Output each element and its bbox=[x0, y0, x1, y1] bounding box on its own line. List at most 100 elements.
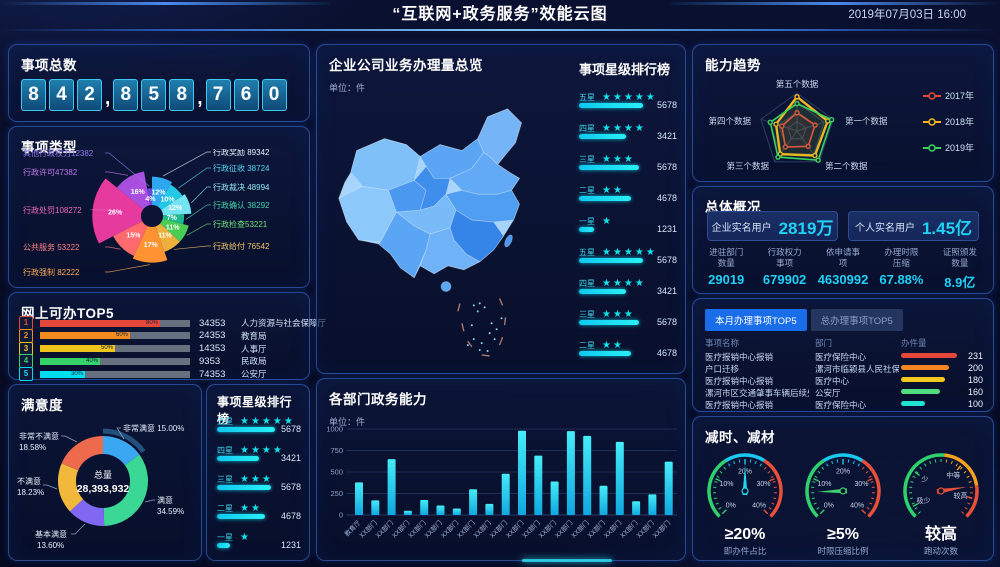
progress-fill: 30% bbox=[40, 370, 85, 378]
progress-track: 60% bbox=[40, 332, 190, 340]
radar-axis-label: 第三个数据 bbox=[726, 161, 769, 171]
cell-value: 231 bbox=[967, 351, 983, 361]
dept-bar bbox=[371, 500, 380, 515]
overview-stat: 进驻部门 数量 29019 bbox=[697, 247, 755, 291]
gauge-tick-label: 40% bbox=[752, 503, 766, 510]
cell-bar bbox=[901, 389, 940, 394]
rank-badge: 5 bbox=[19, 367, 33, 382]
star-ranking-row: 四星 ★★★★ 3421 bbox=[217, 440, 301, 466]
cell-value: 200 bbox=[967, 363, 983, 373]
donut-center-value: 28,393,932 bbox=[77, 483, 130, 495]
china-map bbox=[338, 108, 522, 357]
donut-center-label: 总量 bbox=[94, 469, 112, 480]
panel-title: 满意度 bbox=[21, 398, 63, 413]
table-row: 医疗报销中心报销 医疗保险中心 231 bbox=[705, 351, 983, 362]
star-tier-label: 三星 bbox=[579, 155, 595, 164]
dept-bar bbox=[452, 508, 461, 515]
radar-axis-label: 第四个数据 bbox=[708, 116, 751, 126]
star-icons: ★★★★ bbox=[240, 445, 284, 456]
tab-monthly-top5[interactable]: 本月办理事项TOP5 bbox=[705, 309, 807, 331]
overview-stat: 办理时限 压缩 67.88% bbox=[872, 247, 930, 291]
star-value: 3421 bbox=[280, 453, 301, 463]
star-bar bbox=[579, 320, 639, 325]
rose-slice bbox=[162, 214, 185, 225]
progress-fill: 60% bbox=[40, 332, 130, 340]
star-bar bbox=[217, 514, 265, 519]
rose-label: 行政征收 38724 bbox=[213, 163, 270, 173]
donut-label: 不满意 bbox=[17, 476, 41, 486]
y-axis-tick: 1000 bbox=[326, 425, 343, 434]
star-icons: ★★★★ bbox=[602, 123, 646, 134]
y-axis-tick: 750 bbox=[330, 446, 343, 455]
rose-slice bbox=[152, 176, 173, 207]
table-row: 户口迁移 漯河市临颍县人民社保... 200 bbox=[705, 363, 983, 374]
leader-line bbox=[71, 523, 86, 535]
panel-online-top5: 网上可办TOP5 1 80% 34353 人力资源与社会保障厅 2 60% 24353 教育局… bbox=[8, 292, 326, 382]
cell-bar bbox=[901, 353, 957, 358]
online-value: 74353 bbox=[199, 368, 226, 380]
star-value: 1231 bbox=[280, 540, 301, 550]
cell-item-name: 医疗报销中心报销 bbox=[705, 400, 774, 410]
total-digit: 2 bbox=[77, 79, 102, 111]
overview-cards: 企业实名用户 2819万 个人实名用户 1.45亿 bbox=[707, 211, 979, 241]
column-header-name: 事项名称 bbox=[705, 338, 740, 348]
rose-label: 行政许可47382 bbox=[23, 167, 78, 177]
star-icons: ★★ bbox=[602, 340, 624, 351]
progress-track: 30% bbox=[40, 370, 190, 378]
star-ranking-list: 五星 ★★★★★ 5678 四星 ★★★★ 3421 三星 ★★★ 5678 二星 ★★ 4678 一星… bbox=[579, 87, 677, 363]
radar-grid bbox=[787, 120, 807, 140]
radar-point bbox=[805, 143, 811, 150]
stat-card-enterprise-users: 企业实名用户 2819万 bbox=[707, 211, 838, 241]
online-dept: 人力资源与社会保障厅 bbox=[241, 318, 327, 328]
radar-point bbox=[812, 122, 818, 128]
tab-total-top5[interactable]: 总办理事项TOP5 bbox=[810, 309, 903, 331]
online-top5-row: 5 30% 74353 公安厅 bbox=[19, 367, 301, 382]
panel-overall-overview: 总体概况 企业实名用户 2819万 个人实名用户 1.45亿 进驻部门 数量 290… bbox=[692, 186, 994, 294]
rose-label: 行政裁决 48994 bbox=[213, 182, 270, 192]
rose-label: 行政检查53221 bbox=[213, 219, 268, 229]
gauge-tick-label: 30% bbox=[854, 481, 868, 488]
gauge-tick-label: 10% bbox=[720, 481, 734, 488]
stat-label: 证照颁发 数量 bbox=[942, 247, 977, 268]
legend-item[interactable]: 2017年 bbox=[923, 90, 974, 101]
legend-item[interactable]: 2019年 bbox=[923, 142, 974, 153]
star-ranking-row: 五星 ★★★★★ 5678 bbox=[579, 242, 677, 268]
rose-slice bbox=[116, 171, 151, 210]
leader-line bbox=[105, 171, 129, 176]
slice-percent-label: 15% bbox=[126, 233, 141, 240]
star-value: 5678 bbox=[656, 100, 677, 110]
leader-line bbox=[185, 204, 211, 220]
online-dept: 人事厅 bbox=[241, 343, 267, 354]
stat-value: 67.88% bbox=[879, 272, 924, 287]
online-dept: 教育局 bbox=[241, 330, 267, 341]
cell-dept: 医疗保险中心 bbox=[815, 352, 867, 362]
star-ranking-row: 四星 ★★★★ 3421 bbox=[579, 118, 677, 144]
slice-percent-label: 7% bbox=[167, 215, 178, 222]
cell-dept: 医疗中心 bbox=[815, 376, 850, 386]
province-regions bbox=[338, 108, 522, 292]
stat-card-personal-users: 个人实名用户 1.45亿 bbox=[848, 211, 979, 241]
donut-highlight-arc bbox=[102, 428, 146, 454]
dept-bar bbox=[632, 501, 641, 515]
cell-value: 100 bbox=[967, 399, 983, 409]
radar-point bbox=[773, 121, 779, 127]
leader-line bbox=[144, 499, 155, 503]
panel-title: 事项总数 bbox=[21, 58, 77, 73]
legend-item[interactable]: 2018年 bbox=[923, 116, 974, 127]
panel-dept-capability: 各部门政务能力 单位：件 0 250 500 750 1000 教育厅 XX部门 XX部门 XX… bbox=[316, 378, 686, 562]
star-bar bbox=[579, 258, 643, 263]
progress-fill: 80% bbox=[40, 319, 160, 327]
star-ranking-row: 五星 ★★★★★ 5678 bbox=[217, 411, 301, 437]
datetime: 2019年07月03日 16:00 bbox=[848, 9, 966, 21]
total-digit: 8 bbox=[113, 79, 139, 111]
gauge-arc bbox=[861, 459, 881, 518]
gauge-label: 时限压缩比例 bbox=[817, 546, 868, 556]
table-body: 医疗报销中心报销 医疗保险中心 231 户口迁移 漯河市临颍县人民社保... 200 医疗报… bbox=[705, 351, 983, 410]
total-digit: 8 bbox=[169, 79, 195, 111]
star-value: 5678 bbox=[280, 424, 301, 434]
radar-spoke bbox=[760, 118, 798, 132]
cell-item-name: 医疗报销中心报销 bbox=[705, 376, 774, 386]
star-icons: ★★★ bbox=[602, 154, 635, 165]
